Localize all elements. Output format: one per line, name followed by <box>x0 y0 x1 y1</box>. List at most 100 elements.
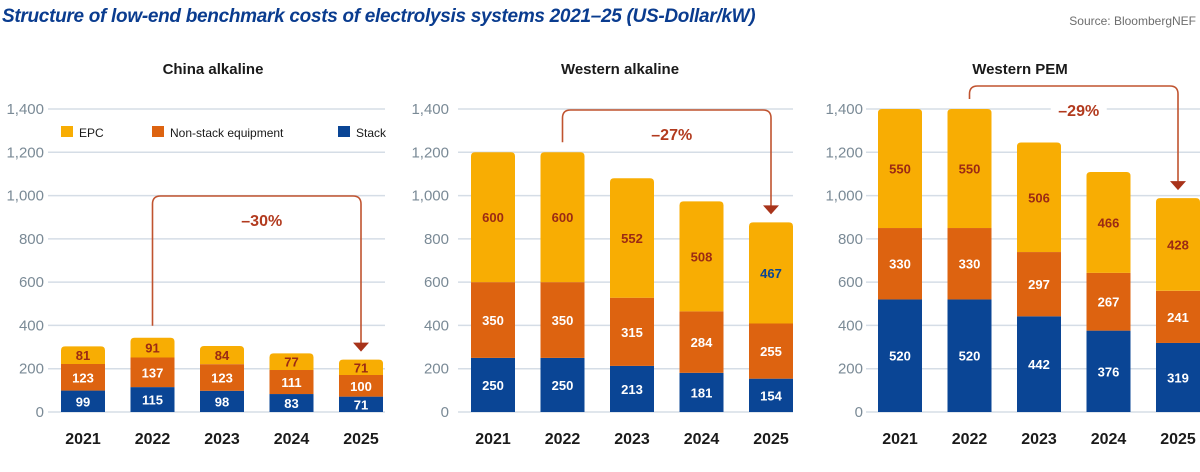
y-tick-label: 600 <box>19 274 44 291</box>
bar-value-label: 467 <box>760 266 782 281</box>
x-tick-label: 2024 <box>1091 431 1127 448</box>
bar-value-label: 376 <box>1098 364 1120 379</box>
bar-value-label: 319 <box>1167 370 1189 385</box>
bar-value-label: 428 <box>1167 237 1189 252</box>
x-tick-label: 2022 <box>135 431 171 448</box>
y-tick-label: 200 <box>424 361 449 378</box>
bar-value-label: 284 <box>691 335 713 350</box>
y-tick-label: 600 <box>838 274 863 291</box>
bar-segment-epc <box>1156 198 1200 291</box>
legend-swatch <box>61 126 73 137</box>
bar-value-label: 600 <box>482 210 504 225</box>
y-tick-label: 1,400 <box>6 101 44 118</box>
y-tick-label: 400 <box>838 317 863 334</box>
bar-segment-non-stack-equipment <box>1017 252 1061 317</box>
y-tick-label: 1,000 <box>411 188 449 205</box>
x-tick-label: 2023 <box>614 431 650 448</box>
bar-segment-non-stack-equipment <box>471 282 515 358</box>
y-tick-label: 200 <box>19 361 44 378</box>
bar-value-label: 154 <box>760 388 782 403</box>
bar-segment-non-stack-equipment <box>878 228 922 300</box>
legend-label: EPC <box>79 126 104 140</box>
bar-segment-epc <box>61 346 105 364</box>
bar-segment-stack <box>610 365 654 412</box>
bar-segment-stack <box>878 299 922 412</box>
bar-value-label: 550 <box>889 162 911 177</box>
x-tick-label: 2025 <box>753 431 789 448</box>
bar-segment-non-stack-equipment <box>540 282 585 358</box>
bar-value-label: 84 <box>215 348 230 363</box>
bar-segment-stack <box>679 372 724 412</box>
bar-segment-non-stack-equipment <box>130 357 175 388</box>
bar-segment-non-stack-equipment <box>679 311 724 373</box>
bar-segment-stack <box>200 390 244 412</box>
x-tick-label: 2023 <box>1021 431 1057 448</box>
bar-segment-stack <box>269 394 314 412</box>
bar-segment-non-stack-equipment <box>269 370 314 395</box>
x-tick-label: 2022 <box>952 431 988 448</box>
bar-value-label: 315 <box>621 325 643 340</box>
bar-value-label: 99 <box>76 394 90 409</box>
bar-value-label: 91 <box>145 341 159 356</box>
bar-value-label: 520 <box>959 349 981 364</box>
x-tick-label: 2022 <box>545 431 581 448</box>
bar-segment-epc <box>947 109 992 229</box>
bar-segment-stack <box>749 378 793 412</box>
bar-segment-epc <box>130 337 175 358</box>
bar-segment-non-stack-equipment <box>749 323 793 379</box>
y-tick-label: 0 <box>855 404 863 421</box>
panel-title: Western alkaline <box>561 61 679 78</box>
bar-value-label: 267 <box>1098 295 1120 310</box>
chart-title: Structure of low-end benchmark costs of … <box>2 6 756 27</box>
chart-panel-2: Western PEM 0 200 400 600 800 1,000 1,200 1,400 5… <box>825 61 1200 448</box>
bar-value-label: 98 <box>215 394 229 409</box>
bar-segment-epc <box>339 359 383 375</box>
bar-segment-stack <box>1156 342 1200 412</box>
bar-value-label: 330 <box>959 257 981 272</box>
bar-segment-non-stack-equipment <box>1156 290 1200 343</box>
bar-segment-epc <box>749 222 793 324</box>
bar-value-label: 71 <box>354 360 368 375</box>
x-tick-label: 2025 <box>343 431 379 448</box>
bar-segment-epc <box>1017 142 1061 253</box>
bar-segment-non-stack-equipment <box>610 297 654 366</box>
x-tick-label: 2021 <box>475 431 511 448</box>
bar-value-label: 466 <box>1098 215 1120 230</box>
bar-segment-epc <box>200 345 244 365</box>
bar-value-label: 508 <box>691 249 713 264</box>
label-backdrop <box>1050 98 1107 122</box>
x-tick-label: 2023 <box>204 431 240 448</box>
bar-value-label: 81 <box>76 348 90 363</box>
bar-segment-stack <box>130 387 175 412</box>
bar-value-label: 71 <box>354 397 368 412</box>
bar-value-label: 330 <box>889 257 911 272</box>
change-arrow <box>151 195 362 344</box>
bar-segment-epc <box>878 109 922 229</box>
bar-value-label: 83 <box>284 396 298 411</box>
bar-segment-non-stack-equipment <box>947 228 992 300</box>
bar-segment-stack <box>339 396 383 412</box>
legend-label: Stack <box>356 126 387 140</box>
legend-swatch <box>152 126 164 137</box>
bar-segment-stack <box>540 357 585 412</box>
panel-title: China alkaline <box>163 61 264 78</box>
x-tick-label: 2021 <box>65 431 101 448</box>
bar-value-label: 350 <box>482 313 504 328</box>
bar-segment-stack <box>1017 316 1061 412</box>
y-tick-label: 800 <box>424 231 449 248</box>
bar-value-label: 100 <box>350 379 372 394</box>
bar-segment-epc <box>679 201 724 312</box>
bar-value-label: 123 <box>72 370 94 385</box>
y-tick-label: 0 <box>441 404 449 421</box>
x-tick-label: 2024 <box>684 431 720 448</box>
bar-segment-epc <box>1086 171 1131 273</box>
x-tick-label: 2021 <box>882 431 918 448</box>
y-tick-label: 0 <box>36 404 44 421</box>
bar-value-label: 241 <box>1167 310 1189 325</box>
bar-segment-stack <box>61 390 105 412</box>
y-tick-label: 1,200 <box>6 144 44 161</box>
percent-change-label: –30% <box>241 213 282 230</box>
y-tick-label: 400 <box>19 317 44 334</box>
bar-value-label: 506 <box>1028 190 1050 205</box>
y-tick-label: 1,400 <box>825 101 863 118</box>
